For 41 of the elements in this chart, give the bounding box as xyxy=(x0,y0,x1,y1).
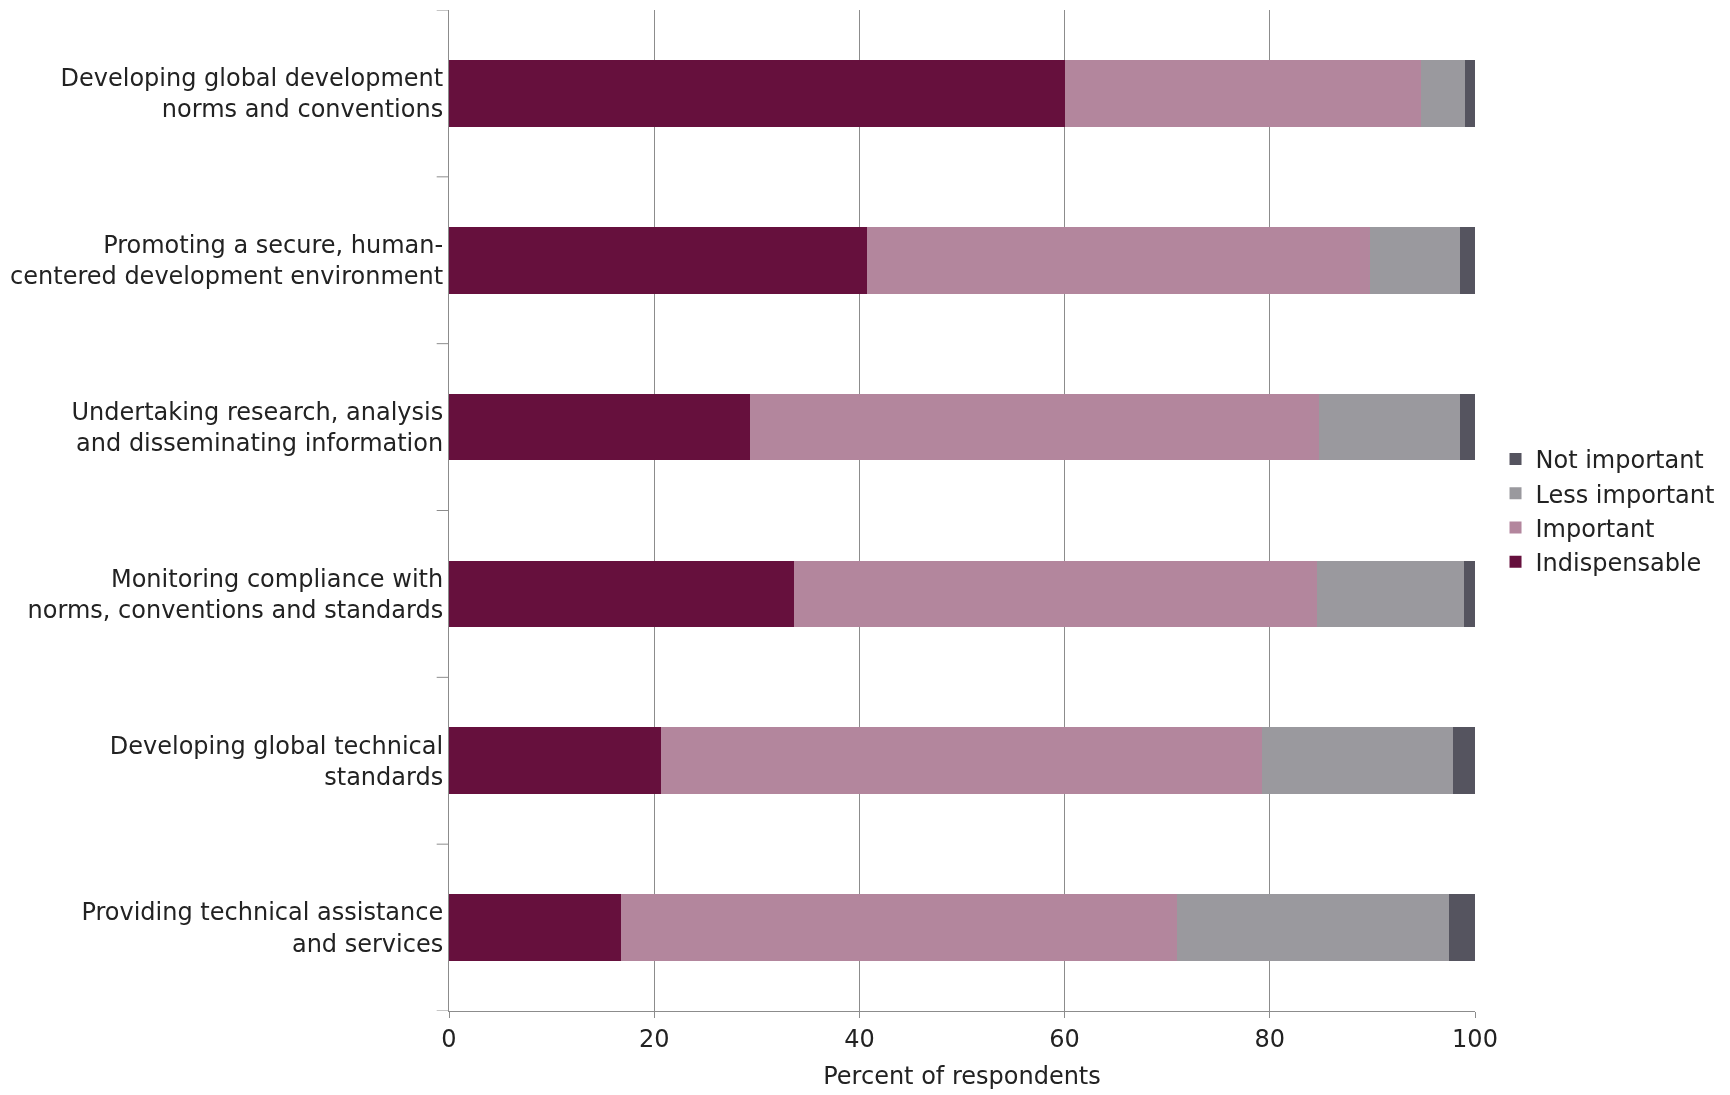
x-axis-title: Percent of respondents xyxy=(823,1062,1101,1091)
bar xyxy=(449,560,794,628)
bar xyxy=(1420,60,1465,127)
bar xyxy=(1453,727,1475,795)
y-tick-label: Monitoring compliance with norms, conventions and standards xyxy=(27,564,444,624)
bar xyxy=(1317,560,1464,628)
x-tick-label: 60 xyxy=(1049,1024,1080,1053)
bar xyxy=(449,226,867,294)
x-tick-label: 100 xyxy=(1452,1024,1498,1053)
bar xyxy=(449,894,622,961)
y-tick-label: Developing global technical standards xyxy=(109,731,444,791)
x-tick-label: 20 xyxy=(638,1024,670,1053)
legend-label: Indispensable xyxy=(1535,549,1702,578)
legend-label: Not important xyxy=(1535,446,1704,475)
x-tick-label: 0 xyxy=(441,1024,457,1053)
x-tick-label: 80 xyxy=(1254,1024,1286,1053)
bar xyxy=(866,226,1371,294)
bar xyxy=(1463,560,1475,628)
legend-label: Less important xyxy=(1535,480,1715,509)
bar xyxy=(449,727,662,795)
bar xyxy=(1177,894,1450,961)
bar xyxy=(1459,226,1475,294)
bar xyxy=(1319,393,1460,461)
x-tick-label: 40 xyxy=(844,1024,875,1053)
bar xyxy=(1459,393,1475,461)
bar xyxy=(793,560,1317,628)
y-tick-label: Undertaking research, analysis and disseminating information xyxy=(71,397,444,458)
bar xyxy=(749,393,1320,461)
bar xyxy=(1370,226,1460,294)
bar xyxy=(621,894,1178,961)
bar xyxy=(449,60,1065,127)
bar xyxy=(1261,727,1454,795)
bar xyxy=(661,727,1262,795)
bar xyxy=(1464,60,1475,127)
bar xyxy=(449,393,750,461)
y-tick-label: Promoting a secure, human-centered development environment xyxy=(10,231,444,291)
bar xyxy=(1064,60,1421,127)
bar xyxy=(1449,894,1475,961)
y-tick-label: Providing technical assistance and services xyxy=(81,898,444,958)
legend-label: Important xyxy=(1535,514,1655,543)
y-tick-label: Developing global development norms and conventions xyxy=(60,64,444,124)
